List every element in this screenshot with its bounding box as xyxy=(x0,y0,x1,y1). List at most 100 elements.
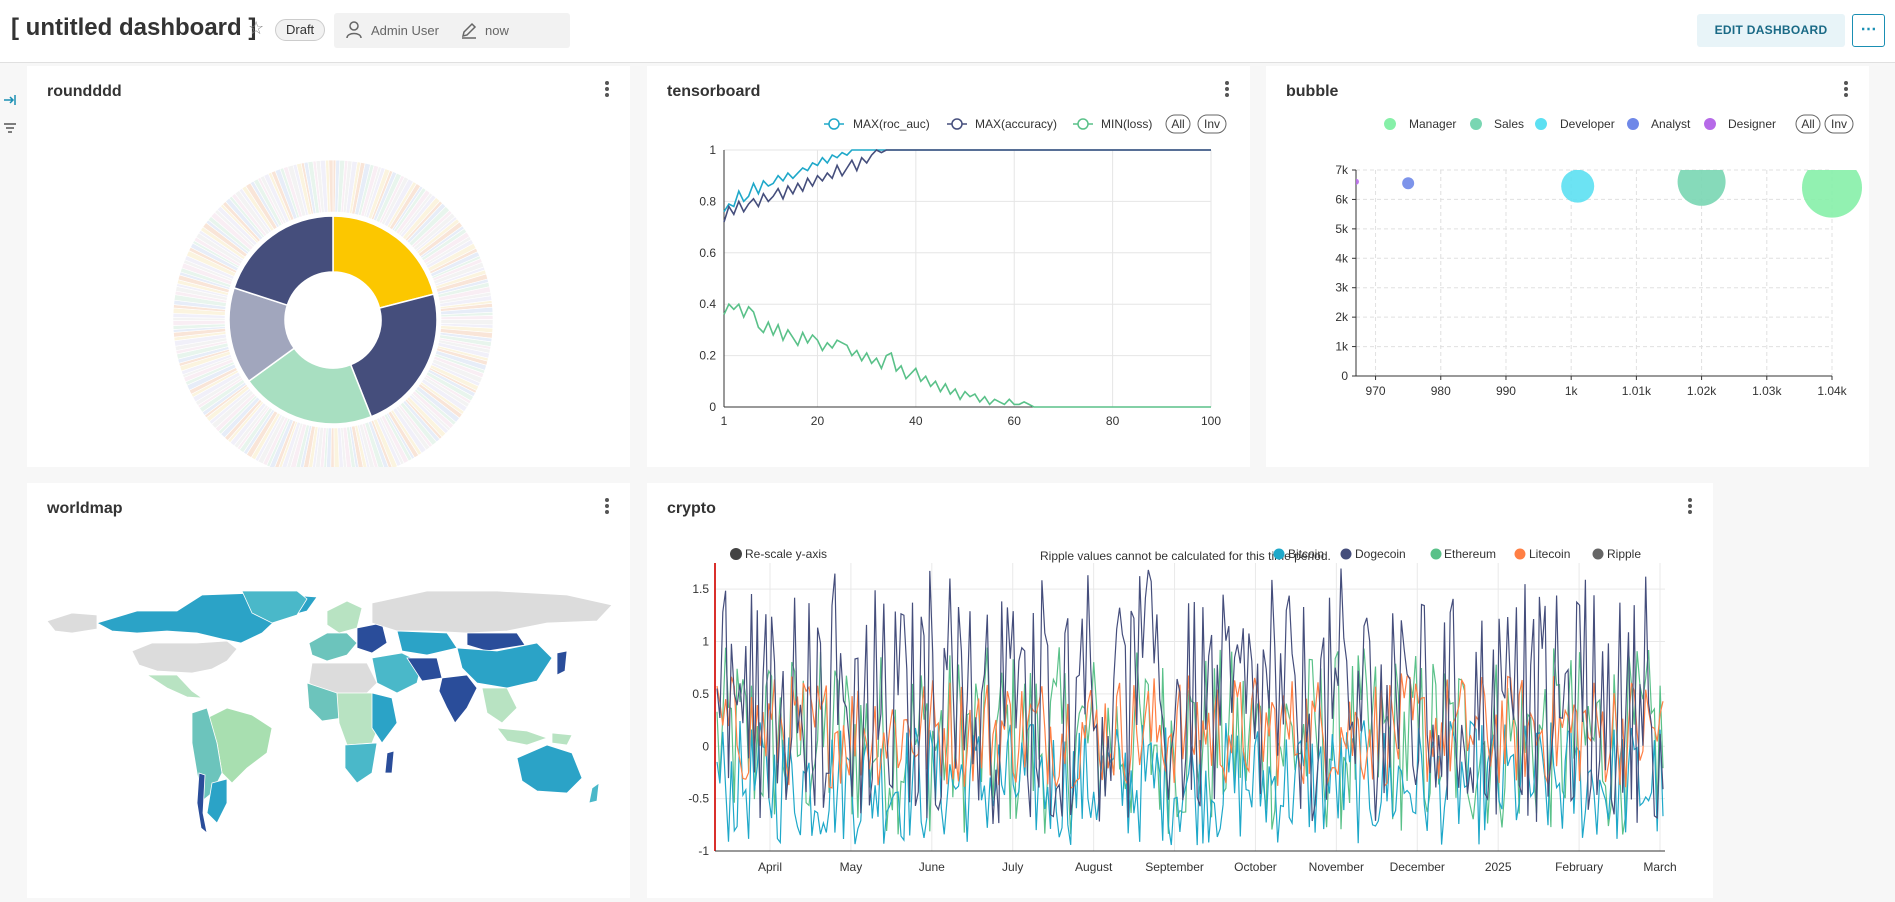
y-tick-label: 4k xyxy=(1335,251,1349,265)
legend-inv-button[interactable]: Inv xyxy=(1197,114,1227,134)
legend-item-ripple[interactable]: Ripple xyxy=(1592,547,1642,561)
series-line xyxy=(723,149,1211,223)
region-china[interactable] xyxy=(456,642,553,689)
legend-item-designer[interactable]: Designer xyxy=(1704,117,1776,131)
user-icon xyxy=(346,21,362,39)
x-tick-label: June xyxy=(919,860,945,874)
star-icon[interactable]: ☆ xyxy=(248,18,265,38)
y-tick-label: 0.6 xyxy=(699,246,716,260)
outer-slice xyxy=(315,426,324,467)
panel-worldmap: worldmap xyxy=(27,483,630,898)
series-line xyxy=(723,302,1211,408)
legend-item-analyst[interactable]: Analyst xyxy=(1627,117,1691,131)
legend-all-button[interactable]: All xyxy=(1165,114,1191,134)
series-group xyxy=(716,568,1664,846)
outer-slice xyxy=(370,419,393,467)
y-tick-label: 0 xyxy=(702,739,709,753)
panel-menu-icon[interactable] xyxy=(1224,81,1230,99)
outer-slice xyxy=(278,420,298,467)
region-chile[interactable] xyxy=(196,772,208,835)
legend-item-bitcoin[interactable]: Bitcoin xyxy=(1273,547,1325,561)
x-tick-label: 40 xyxy=(909,414,923,428)
x-tick-label: 990 xyxy=(1496,384,1516,398)
region-kazakhstan[interactable] xyxy=(396,630,458,656)
dashboard-header: [ untitled dashboard ] ☆ Draft Admin Use… xyxy=(0,0,1895,63)
modified-time: now xyxy=(485,23,509,38)
legend-item-loss[interactable]: MIN(loss) xyxy=(1073,117,1152,131)
legend-item-manager[interactable]: Manager xyxy=(1384,117,1456,131)
y-tick-label: 0 xyxy=(709,400,716,414)
outer-slice xyxy=(319,427,327,467)
y-tick-label: -0.5 xyxy=(688,792,709,806)
region-indonesia[interactable] xyxy=(496,727,549,746)
tensorboard-line-chart: MAX(roc_auc) MAX(accuracy) MIN(loss) All… xyxy=(699,114,1227,428)
region-madagascar[interactable] xyxy=(384,750,395,774)
legend-item-roc-auc[interactable]: MAX(roc_auc) xyxy=(824,117,930,131)
x-tick-label: 2025 xyxy=(1485,860,1512,874)
legend-item-accuracy[interactable]: MAX(accuracy) xyxy=(947,117,1057,131)
outer-slice xyxy=(299,425,313,467)
y-tick-label: 5k xyxy=(1335,222,1349,236)
panel-title: tensorboard xyxy=(667,83,761,100)
y-tick-label: 1k xyxy=(1335,340,1349,354)
filter-icon[interactable] xyxy=(3,121,17,135)
panel-title: worldmap xyxy=(47,500,123,517)
region-new-zealand[interactable] xyxy=(588,782,600,804)
region-argentina[interactable] xyxy=(206,778,228,824)
y-tick-label: 2k xyxy=(1335,310,1349,324)
more-options-button[interactable]: ⋯ xyxy=(1852,14,1885,47)
legend-item-dogecoin[interactable]: Dogecoin xyxy=(1340,547,1406,561)
dashboard-title[interactable]: [ untitled dashboard ] xyxy=(11,14,257,41)
region-east-africa[interactable] xyxy=(371,692,398,744)
region-west-africa[interactable] xyxy=(306,682,343,722)
bubble-point xyxy=(1561,170,1595,203)
x-tick-label: September xyxy=(1145,860,1204,874)
region-se-asia[interactable] xyxy=(481,687,518,724)
region-europe-east[interactable] xyxy=(356,622,388,654)
outer-slice xyxy=(361,422,379,467)
donut-slice xyxy=(247,347,373,425)
x-tick-label: 1.03k xyxy=(1752,384,1782,398)
legend-all-button[interactable]: All xyxy=(1795,114,1821,134)
region-png[interactable] xyxy=(551,732,573,746)
region-usa[interactable] xyxy=(131,640,238,674)
panel-menu-icon[interactable] xyxy=(1843,81,1849,99)
filter-sidebar xyxy=(0,63,22,902)
legend: Bitcoin Dogecoin Ethereum Litecoin Rippl… xyxy=(1273,547,1642,561)
donut-chart xyxy=(172,159,494,467)
donut-slice xyxy=(332,215,435,309)
donut-slice xyxy=(349,293,438,418)
outer-slice xyxy=(312,426,321,467)
legend: Manager Sales Developer Analyst Designer… xyxy=(1384,114,1854,134)
legend-label: MAX(roc_auc) xyxy=(853,117,930,131)
x-tick-label: 980 xyxy=(1431,384,1451,398)
y-tick-label: 0.2 xyxy=(699,349,716,363)
legend-item-litecoin[interactable]: Litecoin xyxy=(1514,547,1571,561)
legend-item-ethereum[interactable]: Ethereum xyxy=(1430,547,1497,561)
region-russia[interactable] xyxy=(371,590,613,634)
y-tick-label: -1 xyxy=(698,844,709,858)
panel-menu-icon[interactable] xyxy=(604,81,610,99)
region-mongolia[interactable] xyxy=(466,632,526,652)
region-greenland[interactable] xyxy=(241,590,308,624)
region-australia[interactable] xyxy=(516,744,583,794)
region-india[interactable] xyxy=(438,674,478,724)
legend-label: MAX(accuracy) xyxy=(975,117,1057,131)
region-japan[interactable] xyxy=(556,650,568,676)
legend: MAX(roc_auc) MAX(accuracy) MIN(loss) All… xyxy=(824,114,1227,134)
legend-inv-button[interactable]: Inv xyxy=(1824,114,1854,134)
legend-item-developer[interactable]: Developer xyxy=(1535,117,1615,131)
rescale-toggle[interactable]: Re-scale y-axis xyxy=(730,547,827,561)
panel-menu-icon[interactable] xyxy=(1687,498,1693,516)
edit-dashboard-button[interactable]: EDIT DASHBOARD xyxy=(1697,14,1845,47)
series-line xyxy=(716,568,1664,825)
region-alaska[interactable] xyxy=(46,612,98,634)
panel-menu-icon[interactable] xyxy=(604,498,610,516)
y-tick-label: 6k xyxy=(1335,192,1349,206)
expand-panel-icon[interactable] xyxy=(3,93,17,107)
legend-item-sales[interactable]: Sales xyxy=(1470,117,1524,131)
region-europe-west[interactable] xyxy=(308,632,358,662)
region-south-africa[interactable] xyxy=(344,742,378,784)
region-mexico[interactable] xyxy=(145,674,204,699)
svg-text:All: All xyxy=(1801,117,1814,131)
